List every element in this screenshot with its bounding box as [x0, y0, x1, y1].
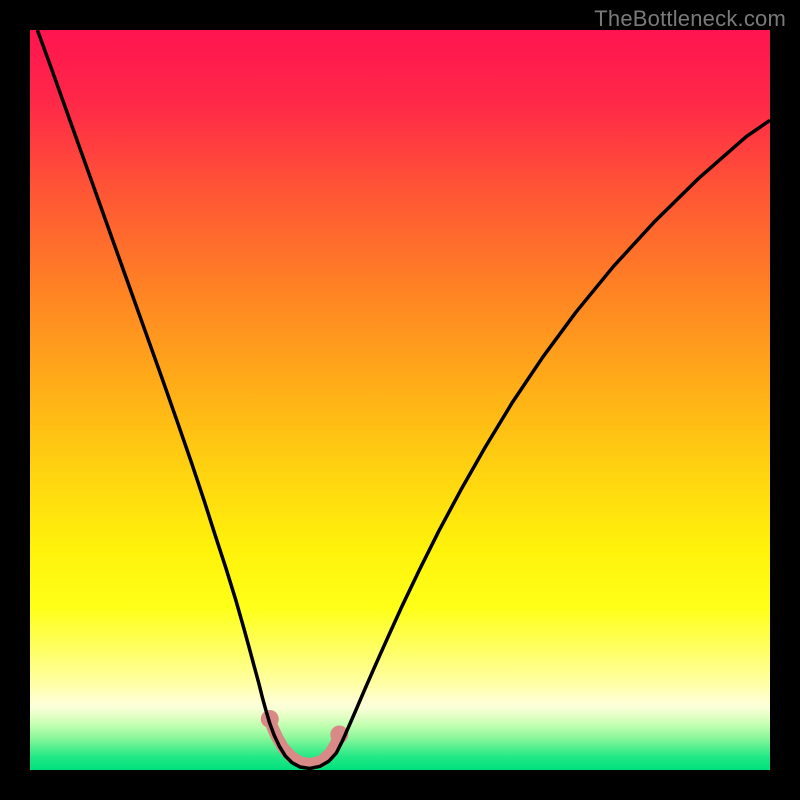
marker-strip [270, 719, 340, 764]
chart-curve [30, 30, 770, 770]
curve-line [37, 30, 770, 769]
plot-area [30, 30, 770, 770]
watermark-text: TheBottleneck.com [594, 6, 786, 32]
